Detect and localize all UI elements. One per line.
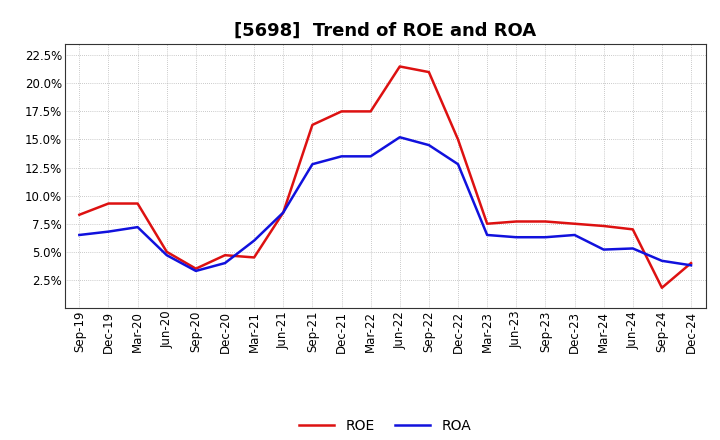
- ROE: [192, 266, 200, 271]
- ROE: [629, 227, 637, 232]
- ROE: [541, 219, 550, 224]
- ROA: [629, 246, 637, 251]
- ROA: [279, 210, 287, 215]
- ROA: [133, 224, 142, 230]
- ROE: [337, 109, 346, 114]
- Line: ROA: ROA: [79, 137, 691, 271]
- ROA: [541, 235, 550, 240]
- ROE: [133, 201, 142, 206]
- ROA: [366, 154, 375, 159]
- ROE: [250, 255, 258, 260]
- ROA: [395, 135, 404, 140]
- ROE: [220, 253, 229, 258]
- ROE: [308, 122, 317, 128]
- ROA: [454, 161, 462, 167]
- ROE: [687, 260, 696, 266]
- ROA: [483, 232, 492, 238]
- ROA: [220, 260, 229, 266]
- ROE: [599, 224, 608, 229]
- Legend: ROE, ROA: ROE, ROA: [294, 413, 477, 438]
- ROE: [512, 219, 521, 224]
- ROE: [366, 109, 375, 114]
- ROA: [75, 232, 84, 238]
- ROA: [250, 238, 258, 243]
- ROE: [75, 212, 84, 217]
- ROA: [337, 154, 346, 159]
- ROA: [163, 253, 171, 258]
- ROA: [687, 263, 696, 268]
- ROE: [657, 285, 666, 290]
- ROE: [279, 210, 287, 215]
- ROE: [483, 221, 492, 227]
- ROA: [570, 232, 579, 238]
- ROE: [570, 221, 579, 227]
- ROA: [425, 143, 433, 148]
- ROE: [454, 137, 462, 142]
- Title: [5698]  Trend of ROE and ROA: [5698] Trend of ROE and ROA: [234, 22, 536, 40]
- ROA: [657, 258, 666, 264]
- ROA: [308, 161, 317, 167]
- ROE: [163, 249, 171, 254]
- ROE: [395, 64, 404, 69]
- ROA: [192, 268, 200, 274]
- ROE: [104, 201, 113, 206]
- ROE: [425, 70, 433, 75]
- Line: ROE: ROE: [79, 66, 691, 288]
- ROA: [104, 229, 113, 234]
- ROA: [599, 247, 608, 252]
- ROA: [512, 235, 521, 240]
